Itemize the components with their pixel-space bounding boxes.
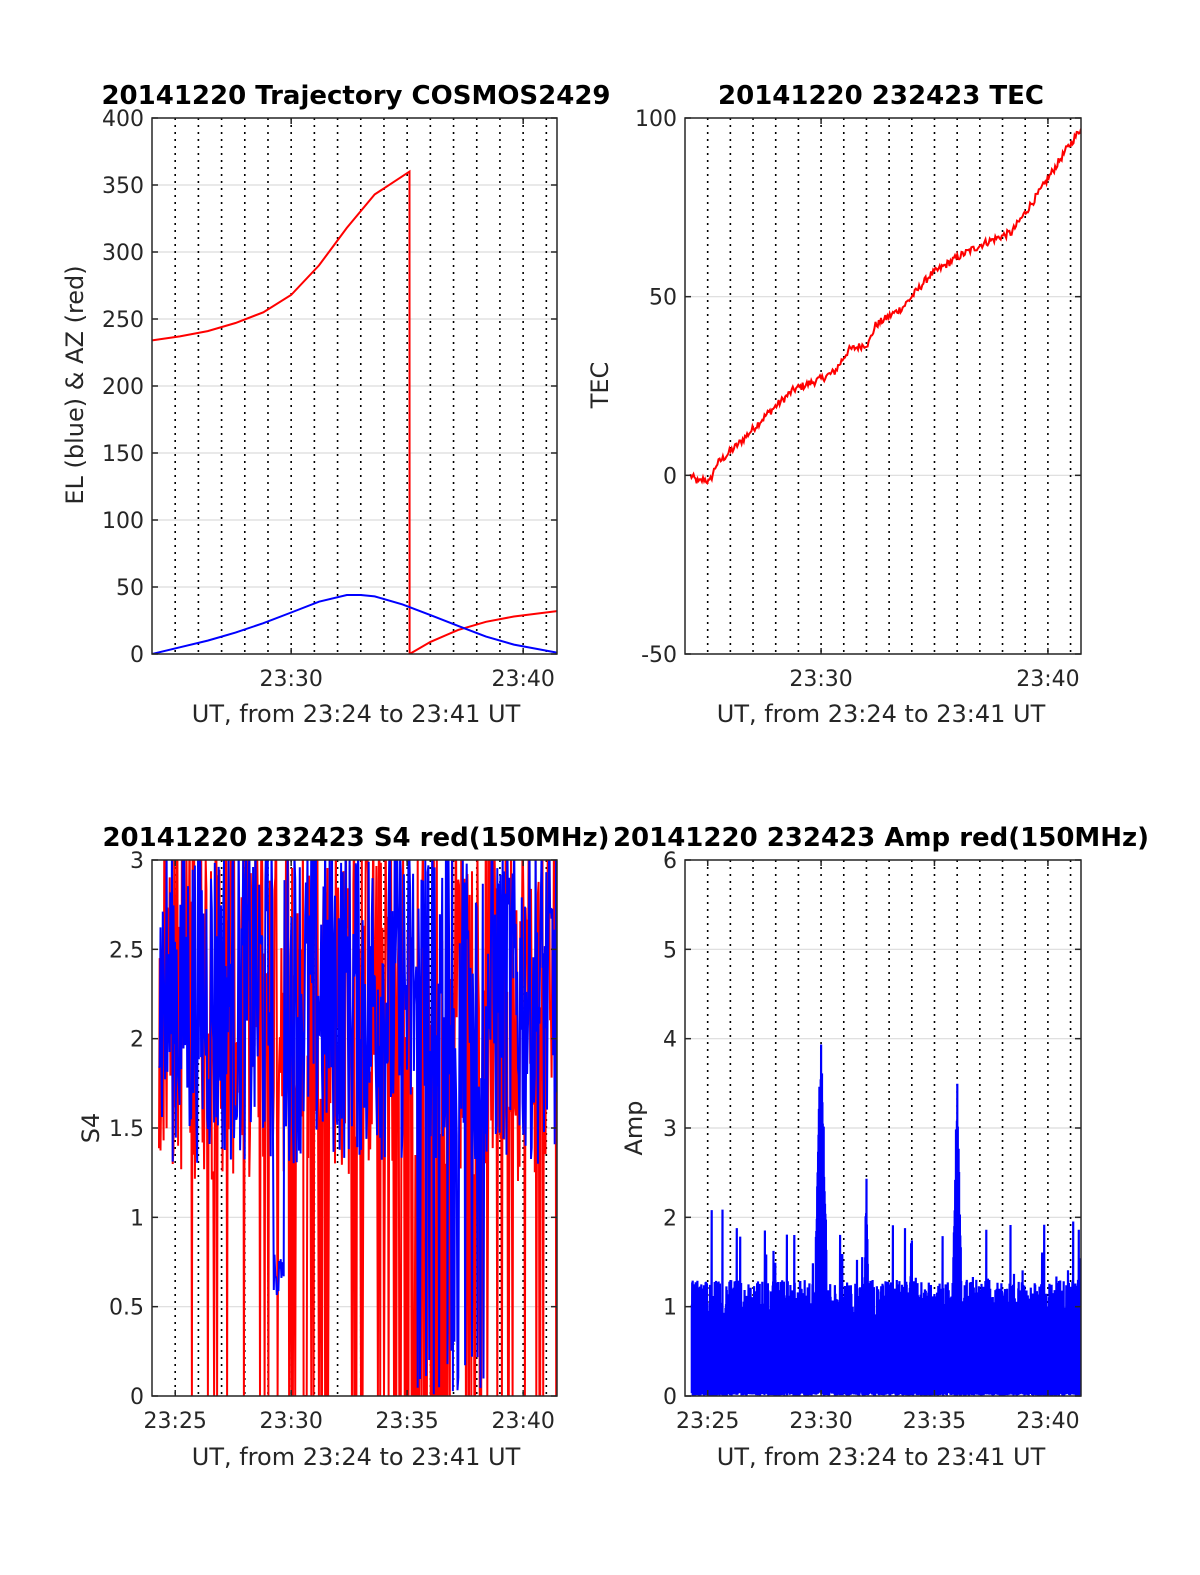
amp-series-group bbox=[690, 1044, 1081, 1396]
tec-title: 20141220 232423 TEC bbox=[718, 81, 1044, 111]
trajectory-ytick-label: 350 bbox=[102, 174, 144, 199]
tec-ytick-label: -50 bbox=[641, 643, 677, 668]
amp-ytick-label: 4 bbox=[663, 1028, 677, 1053]
s4-series-1 bbox=[158, 860, 557, 1395]
amp-ylabel: Amp bbox=[620, 1100, 648, 1155]
trajectory-ytick-label: 300 bbox=[102, 241, 144, 266]
s4-xtick-label: 23:25 bbox=[144, 1409, 207, 1434]
tec-xtick-label: 23:30 bbox=[789, 667, 852, 692]
trajectory-xtick-label: 23:30 bbox=[259, 667, 322, 692]
tec-series-group bbox=[689, 128, 1081, 486]
amp-ytick-label: 5 bbox=[663, 938, 677, 963]
amp-ytick-label: 1 bbox=[663, 1296, 677, 1321]
trajectory-ytick-label: 200 bbox=[102, 375, 144, 400]
trajectory-ylabel: EL (blue) & AZ (red) bbox=[61, 265, 89, 504]
s4-series-group bbox=[158, 860, 557, 1396]
amp-xtick-label: 23:40 bbox=[1016, 1409, 1079, 1434]
tec-ytick-label: 0 bbox=[663, 464, 677, 489]
amp-xtick-label: 23:35 bbox=[903, 1409, 966, 1434]
trajectory-series-0 bbox=[152, 169, 557, 654]
amp-xtick-label: 23:25 bbox=[676, 1409, 739, 1434]
s4-ytick-label: 2 bbox=[130, 1028, 144, 1053]
amp-ytick-label: 6 bbox=[663, 849, 677, 874]
amp-plot-area: 0 1 2 3 4 5 6 23:25 23:30 23:35 23:40 bbox=[663, 849, 1082, 1434]
trajectory-ytick-label: 0 bbox=[130, 643, 144, 668]
trajectory-xlabel: UT, from 23:24 to 23:41 UT bbox=[192, 700, 521, 728]
trajectory-series-group bbox=[152, 169, 557, 654]
s4-xlabel: UT, from 23:24 to 23:41 UT bbox=[192, 1443, 521, 1471]
tec-background bbox=[685, 118, 1081, 654]
tec-plot-area: -50 0 50 100 23:30 23:40 bbox=[635, 107, 1082, 692]
s4-ylabel: S4 bbox=[77, 1113, 105, 1144]
tec-series-0 bbox=[689, 128, 1081, 486]
trajectory-xtick-label: 23:40 bbox=[491, 667, 554, 692]
amp-xtick-label: 23:30 bbox=[789, 1409, 852, 1434]
tec-panel: 20141220 232423 TEC UT, from 23:24 to 23… bbox=[586, 81, 1082, 728]
trajectory-title: 20141220 Trajectory COSMOS2429 bbox=[101, 81, 610, 111]
s4-ytick-label: 0 bbox=[130, 1385, 144, 1410]
trajectory-ytick-label: 50 bbox=[116, 576, 144, 601]
s4-ytick-label: 1 bbox=[130, 1206, 144, 1231]
s4-ytick-label: 1.5 bbox=[109, 1117, 144, 1142]
s4-title: 20141220 232423 S4 red(150MHz) bbox=[102, 823, 609, 853]
tec-xlabel: UT, from 23:24 to 23:41 UT bbox=[717, 700, 1046, 728]
s4-xtick-label: 23:35 bbox=[375, 1409, 438, 1434]
s4-panel: 20141220 232423 S4 red(150MHz) UT, from … bbox=[77, 823, 610, 1471]
amp-panel: 20141220 232423 Amp red(150MHz) UT, from… bbox=[613, 823, 1149, 1471]
trajectory-ytick-label: 250 bbox=[102, 308, 144, 333]
amp-series-0 bbox=[690, 1044, 1081, 1396]
s4-ytick-label: 2.5 bbox=[109, 938, 144, 963]
s4-xtick-label: 23:40 bbox=[491, 1409, 554, 1434]
s4-ytick-label: 0.5 bbox=[109, 1296, 144, 1321]
amp-ytick-label: 2 bbox=[663, 1206, 677, 1231]
trajectory-panel: 20141220 Trajectory COSMOS2429 UT, from … bbox=[61, 81, 611, 728]
tec-ytick-label: 50 bbox=[649, 286, 677, 311]
s4-plot-area: 0 0.5 1 1.5 2 2.5 3 23:25 23:30 23:35 23:40 bbox=[109, 849, 558, 1434]
tec-axes-frame bbox=[684, 117, 1082, 655]
tec-ytick-label: 100 bbox=[635, 107, 677, 132]
trajectory-ytick-label: 150 bbox=[102, 442, 144, 467]
tec-xtick-label: 23:40 bbox=[1016, 667, 1079, 692]
amp-ytick-label: 0 bbox=[663, 1385, 677, 1410]
trajectory-plot-area: 0 50 100 150 200 250 300 350 400 23:30 23:40 bbox=[102, 107, 558, 692]
s4-xtick-label: 23:30 bbox=[259, 1409, 322, 1434]
s4-ytick-label: 3 bbox=[130, 849, 144, 874]
amp-ytick-label: 3 bbox=[663, 1117, 677, 1142]
tec-ylabel: TEC bbox=[586, 362, 614, 410]
trajectory-ytick-label: 100 bbox=[102, 509, 144, 534]
amp-title: 20141220 232423 Amp red(150MHz) bbox=[613, 823, 1149, 853]
trajectory-series-1 bbox=[152, 594, 557, 654]
amp-xlabel: UT, from 23:24 to 23:41 UT bbox=[717, 1443, 1046, 1471]
trajectory-ytick-label: 400 bbox=[102, 107, 144, 132]
